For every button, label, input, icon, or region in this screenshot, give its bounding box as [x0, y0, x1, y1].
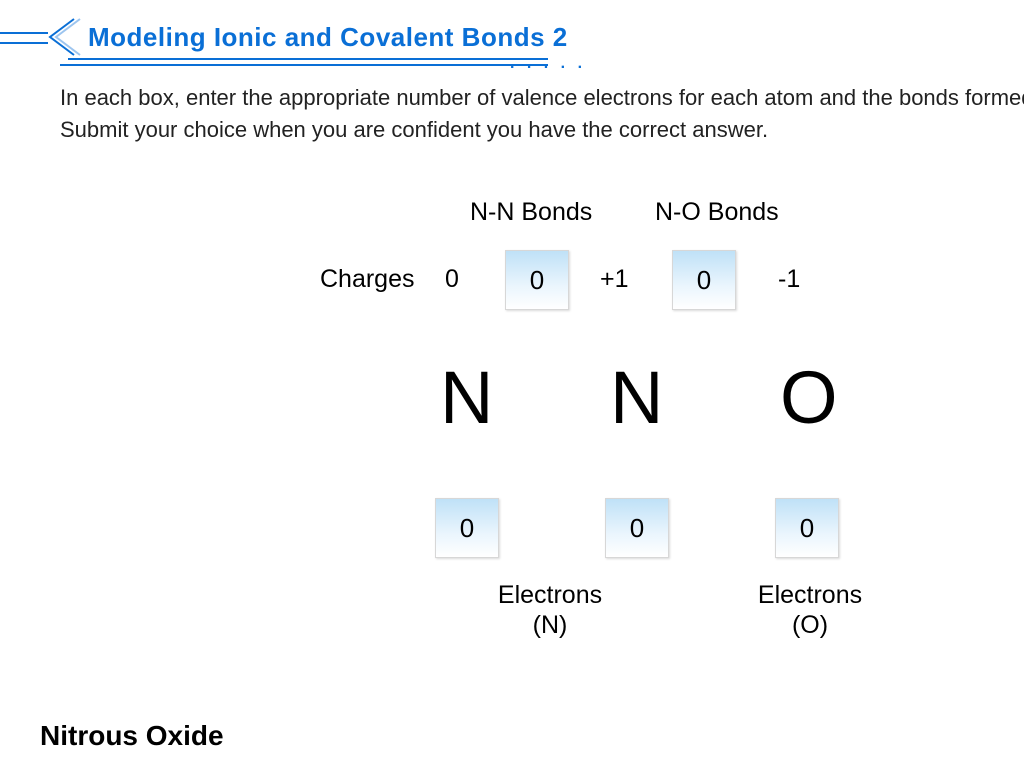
atom-o: O — [780, 355, 838, 440]
label-nn-bonds: N-N Bonds — [470, 198, 592, 227]
label-electrons-n: Electrons(N) — [470, 580, 630, 640]
input-electrons-n2[interactable]: 0 — [605, 498, 669, 558]
input-electrons-n1[interactable]: 0 — [435, 498, 499, 558]
input-nn-bonds[interactable]: 0 — [505, 250, 569, 310]
header-chevron-icon — [44, 17, 84, 57]
input-no-bonds[interactable]: 0 — [672, 250, 736, 310]
atom-n2: N — [610, 355, 663, 440]
header-underline — [68, 58, 548, 60]
charge-n2: +1 — [600, 265, 629, 294]
atom-n1: N — [440, 355, 493, 440]
header-rule-left — [0, 32, 48, 44]
instructions-text: In each box, enter the appropriate numbe… — [60, 82, 1024, 146]
header-underline-2 — [60, 64, 548, 66]
compound-name: Nitrous Oxide — [40, 720, 224, 752]
input-electrons-o[interactable]: 0 — [775, 498, 839, 558]
charge-o: -1 — [778, 265, 800, 294]
label-charges: Charges — [320, 265, 415, 294]
label-no-bonds: N-O Bonds — [655, 198, 779, 227]
charge-n1: 0 — [445, 265, 459, 294]
page-title: Modeling Ionic and Covalent Bonds 2 — [88, 22, 568, 53]
label-electrons-o: Electrons(O) — [730, 580, 890, 640]
